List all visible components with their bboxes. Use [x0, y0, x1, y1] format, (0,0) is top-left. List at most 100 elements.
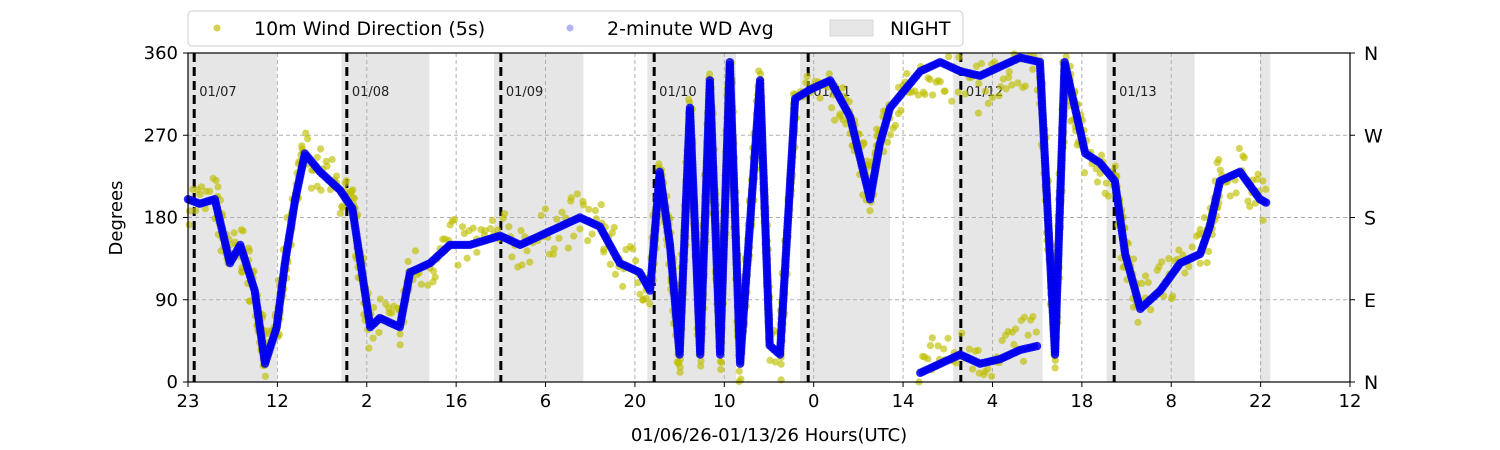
point-wd-5s [576, 225, 584, 233]
point-wd-5s [1008, 81, 1016, 89]
legend-marker-wd-2min [566, 24, 574, 32]
point-wd-5s [1129, 255, 1138, 263]
point-wd-5s [766, 356, 774, 365]
y-tick-label: 360 [144, 43, 178, 64]
point-wd-5s [717, 365, 725, 373]
point-wd-5s [955, 53, 963, 61]
point-wd-5s [1141, 272, 1150, 280]
legend: 10m Wind Direction (5s) 2-minute WD Avg … [187, 10, 964, 47]
point-wd-5s [1010, 340, 1018, 349]
point-wd-5s [1203, 259, 1211, 267]
point-wd-5s [697, 357, 705, 365]
x-tick-label: 14 [892, 391, 915, 412]
y-tick-label: 90 [155, 290, 178, 311]
point-wd-5s [1179, 251, 1187, 259]
point-wd-5s [988, 372, 996, 380]
point-wd-5s [735, 367, 743, 375]
point-wd-5s [501, 210, 509, 218]
point-wd-5s [206, 187, 214, 195]
point-wd-5s [803, 72, 811, 80]
point-wd-5s [1147, 306, 1155, 314]
point-wd-5s [936, 78, 944, 86]
point-wd-5s [1232, 189, 1240, 197]
point-wd-5s [816, 94, 824, 102]
point-wd-5s [338, 203, 346, 212]
point-wd-5s [1259, 216, 1267, 224]
point-wd-5s [585, 205, 593, 213]
point-wd-5s [473, 248, 481, 256]
point-wd-5s [984, 365, 992, 373]
point-wd-5s [1019, 357, 1028, 365]
right-tick-label: S [1364, 208, 1376, 230]
point-wd-5s [537, 211, 545, 220]
point-wd-5s [1104, 192, 1112, 200]
series-wd-2min [183, 53, 1271, 378]
point-wd-5s [431, 273, 439, 281]
legend-label-wd-2min: 2-minute WD Avg [607, 18, 774, 40]
day-marker-label: 01/13 [1119, 85, 1156, 100]
axes: 23 12 2 16 6 20 10 0 14 4 18 8 22 12 0 N 90 E 180 S 270 W 360 N [144, 43, 1383, 412]
point-wd-5s [317, 186, 325, 194]
point-wd-5s [1029, 312, 1037, 321]
x-tick-label: 23 [177, 391, 200, 412]
point-wd-5s [990, 58, 999, 66]
point-wd-5s [1144, 278, 1152, 286]
point-wd-5s [948, 97, 956, 105]
point-wd-5s [717, 358, 726, 366]
point-wd-5s [825, 70, 833, 78]
point-wd-5s [214, 183, 222, 191]
point-wd-5s [591, 206, 599, 215]
point-wd-5s [830, 116, 839, 124]
point-wd-5s [518, 261, 526, 269]
point-wd-5s [1235, 144, 1243, 153]
point-wd-5s [450, 215, 458, 224]
point-wd-5s [488, 216, 497, 225]
point-wd-5s [954, 88, 962, 96]
point-wd-5s [611, 270, 620, 278]
point-wd-5s [517, 226, 525, 235]
point-wd-5s [903, 69, 911, 78]
right-tick-label: E [1364, 290, 1376, 312]
point-wd-5s [597, 201, 605, 209]
point-wd-2min [1032, 341, 1042, 351]
point-wd-5s [1188, 243, 1196, 251]
point-wd-5s [1226, 192, 1234, 200]
point-wd-5s [891, 121, 900, 130]
point-wd-5s [998, 336, 1006, 345]
point-wd-5s [573, 190, 581, 198]
point-wd-5s [921, 90, 929, 99]
point-wd-5s [323, 162, 331, 170]
point-wd-5s [1254, 170, 1262, 178]
point-wd-5s [757, 70, 765, 78]
point-wd-5s [238, 267, 246, 275]
x-tick-label: 16 [445, 391, 468, 412]
point-wd-5s [555, 234, 563, 242]
point-wd-5s [1215, 156, 1223, 164]
right-tick-label: N [1364, 43, 1378, 65]
point-wd-5s [508, 253, 516, 261]
point-wd-5s [1093, 178, 1102, 186]
point-wd-5s [1138, 279, 1146, 287]
point-wd-2min [1261, 198, 1271, 207]
point-wd-5s [1169, 292, 1177, 300]
point-wd-5s [369, 334, 377, 342]
point-wd-5s [316, 145, 325, 153]
point-wd-5s [926, 342, 935, 350]
point-wd-5s [261, 372, 269, 380]
point-wd-5s [313, 153, 321, 161]
point-wd-5s [549, 250, 558, 258]
point-wd-5s [1165, 254, 1173, 263]
point-wd-5s [584, 237, 592, 245]
point-wd-5s [997, 83, 1005, 91]
point-wd-5s [336, 209, 344, 217]
point-wd-5s [897, 106, 905, 114]
point-wd-5s [737, 375, 745, 383]
point-wd-5s [965, 345, 973, 353]
legend-label-night: NIGHT [890, 18, 951, 40]
point-wd-5s [1002, 85, 1010, 93]
point-wd-5s [1200, 213, 1208, 222]
point-wd-5s [298, 142, 306, 150]
point-wd-5s [570, 232, 578, 240]
day-marker-label: 01/07 [199, 85, 236, 100]
point-wd-5s [977, 59, 986, 68]
